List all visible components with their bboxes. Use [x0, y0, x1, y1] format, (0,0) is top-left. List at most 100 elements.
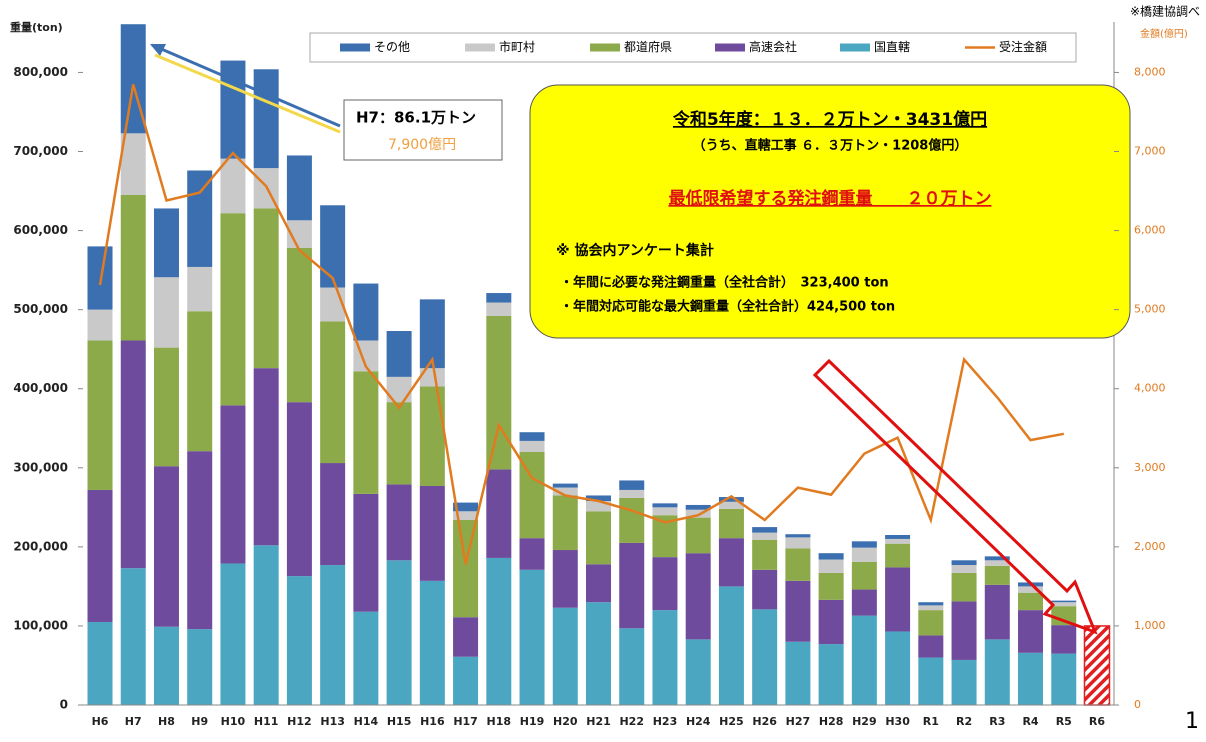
bar-segment: [486, 315, 512, 470]
bar-segment: [818, 553, 844, 560]
source-note: ※橋建協調べ: [1130, 4, 1200, 19]
x-tick-label: H30: [885, 715, 910, 728]
bar-segment: [87, 340, 113, 490]
bar-segment: [984, 560, 1010, 566]
y-tick-label: 600,000: [13, 223, 68, 237]
bar-segment: [286, 247, 312, 403]
bar-segment: [486, 302, 512, 316]
bar-segment: [984, 584, 1010, 640]
bar-segment: [1051, 625, 1077, 654]
bar-segment: [752, 569, 778, 610]
bar-segment: [685, 504, 711, 510]
legend-swatch: [465, 43, 495, 52]
bar-segment: [220, 213, 246, 406]
y2-tick-label: 4,000: [1134, 382, 1166, 395]
bar-segment: [519, 538, 545, 570]
bar-segment: [453, 502, 479, 512]
bar-segment: [320, 205, 346, 288]
callout-arrow-shadow: [154, 53, 341, 134]
bar-segment: [486, 469, 512, 558]
bar-segment: [552, 495, 578, 551]
bar-segment: [153, 626, 179, 705]
info-text: ※ 協会内アンケート集計: [556, 242, 714, 259]
x-tick-label: H14: [354, 715, 379, 728]
callout-arrowhead: [150, 44, 166, 56]
bar-segment: [320, 287, 346, 322]
legend-label: 市町村: [499, 39, 535, 54]
x-tick-label: R1: [923, 715, 939, 728]
bar-segment: [253, 368, 279, 546]
bar-segment: [851, 589, 877, 616]
bar-segment: [951, 565, 977, 573]
page-number: 1: [1185, 709, 1199, 734]
bar-segment: [785, 548, 811, 581]
bar-segment: [685, 639, 711, 705]
callout-arrow: [151, 43, 341, 128]
bar-segment: [885, 631, 911, 705]
bar-segment: [851, 541, 877, 548]
bar-segment: [718, 538, 744, 587]
info-text: ・年間対応可能な最大鋼重量（全社合計）424,500 ton: [560, 299, 895, 315]
bar-segment: [619, 489, 645, 498]
bar-segment: [785, 580, 811, 642]
bar-segment: [718, 508, 744, 539]
legend-swatch: [840, 43, 870, 52]
bar-segment: [918, 602, 944, 606]
bar-segment: [453, 519, 479, 618]
legend-label: 国直轄: [874, 39, 910, 54]
bar-segment: [220, 563, 246, 705]
bar-segment: [386, 484, 412, 561]
x-tick-label: R6: [1089, 715, 1105, 728]
bar-segment: [918, 610, 944, 636]
bar-segment: [120, 340, 146, 569]
bar-segment: [818, 572, 844, 600]
bar-segment: [253, 545, 279, 705]
y2-tick-label: 7,000: [1134, 145, 1166, 158]
bar-segment: [885, 567, 911, 632]
bar-segment: [984, 565, 1010, 585]
bar-segment: [87, 621, 113, 705]
legend-label: その他: [374, 40, 410, 54]
x-tick-label: H16: [420, 715, 445, 728]
bar-segment: [752, 527, 778, 533]
bar-segment: [918, 657, 944, 705]
x-tick-label: H12: [287, 715, 312, 728]
bar-segment: [253, 69, 279, 169]
legend: [309, 32, 1077, 63]
bar-segment: [453, 656, 479, 705]
bar-segment: [951, 659, 977, 705]
y2-tick-label: 6,000: [1134, 224, 1166, 237]
info-text: ・年間に必要な発注鋼重量（全社合計） 323,400 ton: [560, 275, 889, 291]
y-tick-label: 0: [60, 698, 68, 712]
x-tick-label: R5: [1056, 715, 1072, 728]
bar-segment: [1051, 606, 1077, 626]
info-text: 令和5年度：１３．２万トン・3431億円: [673, 109, 987, 130]
bar-segment: [286, 402, 312, 577]
bar-segment: [486, 557, 512, 705]
bar-segment: [1051, 602, 1077, 607]
bar-segment: [187, 451, 213, 630]
bar-segment: [386, 331, 412, 377]
x-tick-label: H17: [453, 715, 478, 728]
x-tick-label: H20: [553, 715, 578, 728]
y2-tick-label: 0: [1134, 698, 1141, 711]
bar-segment: [187, 266, 213, 312]
bar-segment: [519, 440, 545, 452]
bar-segment: [519, 569, 545, 705]
bar-segment: [120, 195, 146, 341]
bar-segment: [120, 568, 146, 705]
callout-text: H7：86.1万トン: [356, 109, 476, 127]
bar-segment: [419, 580, 445, 705]
x-tick-label: H11: [254, 715, 279, 728]
bar-segment: [785, 534, 811, 538]
bar-segment: [552, 487, 578, 496]
bar-segment: [1051, 600, 1077, 603]
x-tick-label: R3: [989, 715, 1005, 728]
bar-segment: [652, 503, 678, 508]
bar-segment: [851, 561, 877, 590]
x-tick-label: H10: [221, 715, 246, 728]
y2-tick-label: 2,000: [1134, 540, 1166, 553]
bar-segment: [419, 299, 445, 369]
x-tick-label: H26: [752, 715, 777, 728]
